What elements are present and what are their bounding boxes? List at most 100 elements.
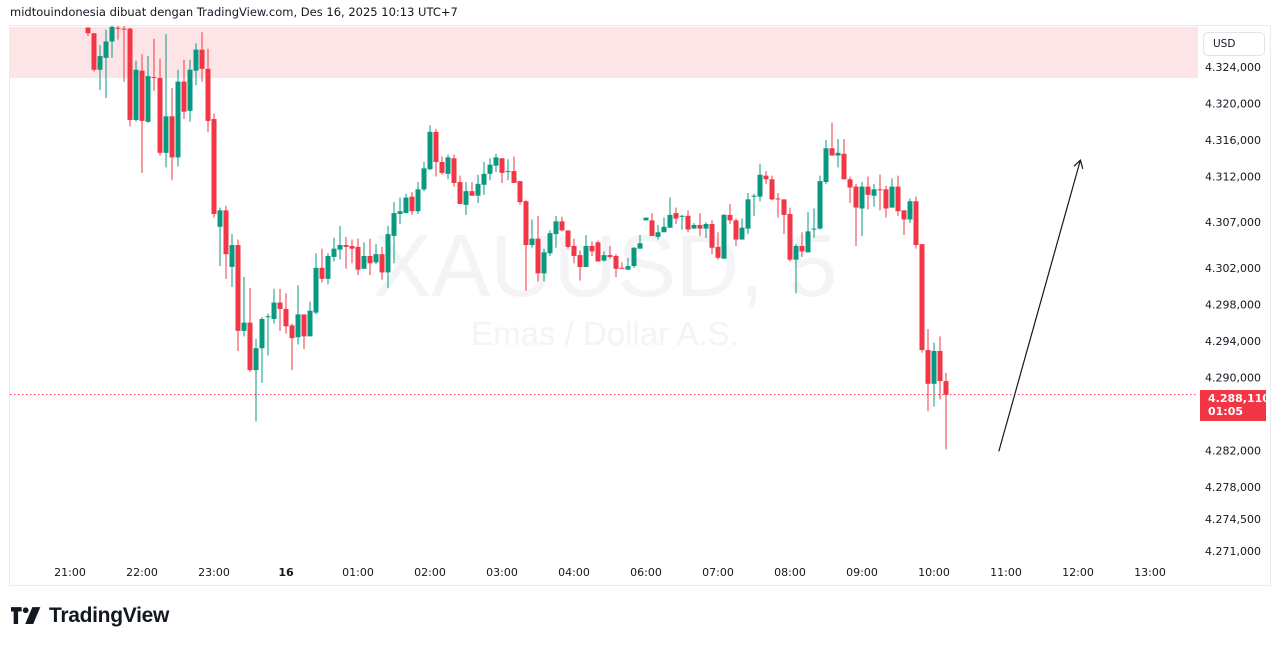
price-tick-label: 4.290,000 [1205,371,1261,384]
candle [919,244,925,353]
price-tick-label: 4.324,000 [1205,61,1261,74]
candle [685,210,691,233]
candle-body [265,316,271,318]
candle [247,287,253,372]
candle [373,244,379,265]
candle-body [889,186,895,208]
candle-body [553,221,559,235]
candle-body [823,148,829,183]
currency-button[interactable]: USD [1203,32,1265,56]
candle [781,199,787,235]
candle-body [943,381,949,395]
candle-body [481,173,487,185]
candle-body [901,210,907,220]
candle-body [829,148,835,156]
candle-body [223,210,229,255]
candle [625,257,631,270]
candle-body [235,245,241,331]
candle-body [127,28,133,120]
price-tick-label: 4.312,000 [1205,171,1261,184]
candle [403,193,409,214]
candle [793,244,799,294]
candle [907,198,913,224]
time-axis[interactable]: 21:00 22:00 23:00 16 01:00 02:00 03:00 04:00 06:… [54,566,1166,579]
candle-body [361,255,367,269]
candle [553,215,559,248]
candle-body [493,157,499,166]
candle-body [691,224,697,229]
candle [619,262,625,269]
candle-body [505,171,511,173]
candle-body [577,255,583,267]
candle [601,251,607,262]
candle [259,317,265,383]
candle-body [559,221,565,231]
candle [691,223,697,229]
candle-body [85,27,91,34]
candle-body [853,186,859,208]
candle [295,285,301,345]
candle [97,45,103,90]
candle-body [187,69,193,111]
candle [463,182,469,215]
candle-body [217,210,223,227]
candle [703,222,709,238]
candle-body [433,131,439,162]
candle [583,234,589,267]
candle [127,27,133,127]
candle [943,372,949,450]
candle [607,245,613,259]
time-tick-label: 06:00 [630,566,662,579]
candle-body [133,69,139,120]
candle [205,48,211,132]
candle-body [373,254,379,263]
candle [817,175,823,230]
candle-body [277,302,283,309]
candle [745,192,751,235]
candle-body [925,350,931,384]
candle [379,246,385,280]
candle-body [877,189,883,191]
candle [145,56,151,123]
candle [667,197,673,228]
time-tick-label: 07:00 [702,566,734,579]
candle-body [787,213,793,260]
candle [391,202,397,264]
candle [739,218,745,240]
candle [283,293,289,334]
candle [697,213,703,236]
candle-body [667,214,673,228]
candle [457,175,463,204]
candle [505,159,511,181]
tradingview-logo[interactable]: TradingView [11,604,169,628]
candle [85,26,91,36]
candle-body [175,81,181,158]
candle-body [157,77,163,153]
candle [367,238,373,276]
candle-body [733,220,739,240]
candle [901,210,907,235]
candle [523,200,529,291]
candle [763,171,769,184]
candle [121,26,127,82]
candle-body [907,201,913,220]
candle [853,183,859,246]
candle [805,212,811,253]
candle-body [301,314,307,337]
candle [847,176,853,204]
candle-body [751,195,757,197]
candle [673,207,679,225]
price-axis[interactable]: 4.324,000 4.320,000 4.316,000 4.312,000 4.30… [1205,61,1261,558]
candle-body [439,161,445,173]
candle-body [307,310,313,337]
candle [427,125,433,171]
candle [313,253,319,315]
candle-body [469,191,475,196]
candle-body [337,245,343,250]
price-tick-label: 4.298,000 [1205,298,1261,311]
time-tick-label: 22:00 [126,566,158,579]
price-tick-label: 4.316,000 [1205,134,1261,147]
candle [331,237,337,262]
candle [751,193,757,216]
